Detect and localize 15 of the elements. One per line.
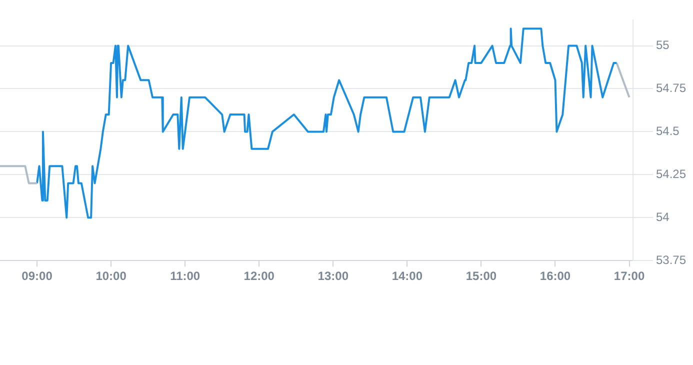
- y-tick-label: 54.75: [656, 81, 686, 96]
- x-tick-label: 13:00: [318, 269, 349, 284]
- x-tick-label: 14:00: [392, 269, 423, 284]
- y-tick-label: 55: [656, 38, 670, 52]
- x-tick-label: 16:00: [540, 269, 571, 284]
- x-tick-label: 17:00: [614, 269, 645, 284]
- y-tick-label: 53.75: [656, 252, 686, 267]
- x-tick-label: 12:00: [244, 269, 275, 284]
- y-tick-label: 54.5: [656, 124, 680, 138]
- y-tick-label: 54: [656, 210, 670, 224]
- x-tick-label: 10:00: [96, 269, 127, 284]
- x-tick-label: 09:00: [22, 269, 53, 284]
- x-tick-label: 15:00: [466, 269, 497, 284]
- y-tick-label: 54.25: [656, 166, 686, 181]
- x-tick-label: 11:00: [170, 269, 200, 284]
